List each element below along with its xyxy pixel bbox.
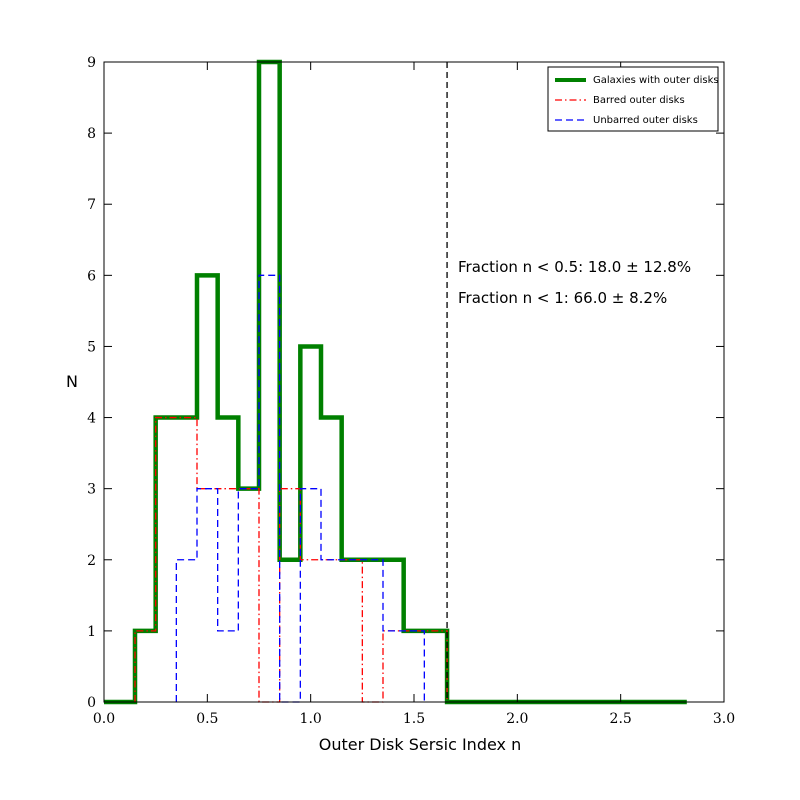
plot-frame: [103, 61, 725, 703]
series-1-bin-6: [280, 489, 301, 702]
y-axis: 0 1 2 3 4 5 6 7 8 9: [87, 55, 724, 711]
legend-box: [547, 66, 719, 132]
annotation-fraction-half: Fraction n < 0.5: 18.0 ± 12.8%: [458, 258, 691, 276]
x-axis-label: Outer Disk Sersic Index n: [319, 735, 521, 754]
series-1-bin-1: [156, 418, 177, 702]
y-tick-label: 0: [87, 695, 96, 711]
y-tick-label: 5: [87, 339, 96, 355]
legend-label-unbarred: Unbarred outer disks: [593, 115, 698, 126]
legend-item-barred: Barred outer disks: [555, 95, 685, 106]
y-tick-label: 4: [87, 411, 96, 427]
legend-item-unbarred: Unbarred outer disks: [555, 115, 698, 126]
y-tick-label: 3: [87, 482, 96, 498]
series-2-bin-0: [176, 560, 197, 702]
legend-label-all: Galaxies with outer disks: [593, 75, 719, 86]
y-tick-label: 6: [87, 268, 96, 284]
series-2-outline: [175, 274, 425, 703]
x-tick-label: 2.5: [610, 711, 632, 727]
y-tick-label: 1: [87, 624, 96, 640]
x-tick-label: 0.0: [93, 711, 115, 727]
series-1-bin-0: [135, 631, 156, 702]
series-2-bin-7: [321, 560, 342, 702]
legend: Galaxies with outer disks Barred outer d…: [547, 66, 719, 132]
series-2-bin-3: [238, 489, 259, 702]
y-tick-label: 2: [87, 553, 96, 569]
series-2-bin-8: [342, 560, 383, 702]
x-axis: 0.0 0.5 1.0 1.5 2.0 2.5 3.0: [93, 62, 735, 727]
series-2-bin-10: [404, 631, 425, 702]
legend-label-barred: Barred outer disks: [593, 95, 685, 106]
y-tick-label: 8: [87, 126, 96, 142]
x-tick-label: 1.0: [300, 711, 322, 727]
series-2-bin-2: [218, 631, 239, 702]
x-tick-label: 2.0: [506, 711, 528, 727]
series-2-bin-4: [259, 275, 280, 702]
plot-area: [104, 59, 687, 705]
x-tick-label: 0.5: [196, 711, 218, 727]
series-2-bin-1: [197, 489, 218, 702]
x-tick-label: 1.5: [403, 711, 425, 727]
annotation-fraction-one: Fraction n < 1: 66.0 ± 8.2%: [458, 289, 667, 307]
y-axis-label: N: [66, 372, 78, 391]
series-2-bin-6: [300, 489, 321, 702]
y-tick-label: 9: [87, 55, 96, 71]
legend-item-all: Galaxies with outer disks: [555, 75, 719, 86]
series-1-bin-12: [424, 631, 447, 702]
series-2-bin-9: [383, 631, 404, 702]
y-tick-label: 7: [87, 197, 96, 213]
x-tick-label: 3.0: [713, 711, 735, 727]
